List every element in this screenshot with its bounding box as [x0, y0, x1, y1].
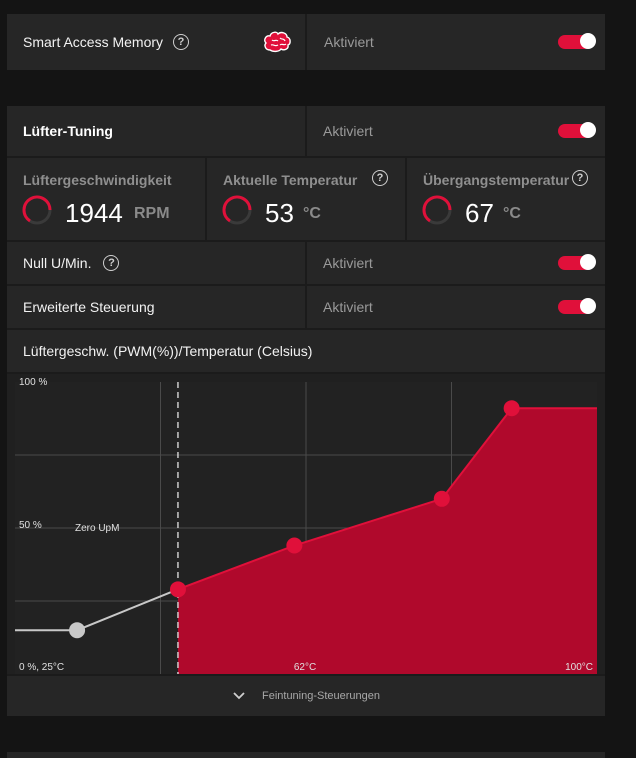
curve-title: Lüftergeschw. (PWM(%))/Temperatur (Celsi… [23, 343, 313, 359]
sam-status-cell: Aktiviert [307, 14, 605, 70]
fine-tuning-cell[interactable]: Feintuning-Steuerungen [7, 676, 605, 716]
fan-speed-value: 1944 [65, 198, 123, 228]
sam-label: Smart Access Memory [23, 34, 164, 50]
fan-title-cell: Lüfter-Tuning [7, 106, 305, 156]
curve-control-point[interactable] [69, 622, 86, 639]
metric-title: Aktuelle Temperatur [223, 172, 358, 188]
fan-metrics-row: Lüftergeschwindigkeit 1944 RPM Aktuelle … [7, 158, 605, 240]
fan-tuning-panel: Lüfter-Tuning Aktiviert Lüftergeschwindi… [7, 106, 605, 716]
toggle-knob [580, 122, 596, 138]
metric-junction-temp: Übergangstemperatur ? 67 °C [407, 158, 605, 240]
toggle-knob [580, 298, 596, 314]
metric-current-temp: Aktuelle Temperatur ? 53 °C [207, 158, 405, 240]
junction-temp-value: 67 [465, 198, 494, 228]
curve-control-point[interactable] [169, 581, 186, 598]
fan-tuning-header: Lüfter-Tuning Aktiviert [7, 106, 605, 156]
origin-label: 0 %, 25°C [19, 662, 64, 673]
metric-title: Übergangstemperatur [423, 172, 570, 188]
fan-tuning-title: Lüfter-Tuning [23, 123, 113, 139]
curve-title-cell: Lüftergeschw. (PWM(%))/Temperatur (Celsi… [7, 330, 605, 372]
fine-tuning-row[interactable]: Feintuning-Steuerungen [7, 676, 605, 716]
fine-tuning-label: Feintuning-Steuerungen [261, 690, 381, 702]
help-circle-icon[interactable]: ? [572, 170, 588, 186]
divider [305, 14, 307, 70]
curve-control-point[interactable] [433, 490, 450, 507]
gauge-icon [22, 195, 52, 225]
current-temp-unit: °C [303, 205, 321, 222]
fan-curve-chart-area: 100 % 50 % 0 %, 25°C 62°C 100°C Zero UpM [7, 374, 605, 674]
x-tick-label: 100°C [565, 662, 593, 673]
divider [305, 286, 307, 328]
divider [305, 106, 307, 156]
help-circle-icon[interactable]: ? [103, 255, 120, 271]
smart-access-memory-panel: Smart Access Memory ? Aktiviert [7, 14, 605, 70]
toggle-knob [580, 254, 596, 270]
zero-rpm-toggle[interactable] [558, 254, 596, 270]
advanced-control-toggle[interactable] [558, 298, 596, 314]
brain-icon [264, 31, 291, 53]
divider [305, 242, 307, 284]
advanced-label-cell: Erweiterte Steuerung [7, 286, 305, 328]
next-panel-edge [7, 752, 605, 758]
junction-temp-unit: °C [503, 205, 521, 222]
gauge-icon [422, 195, 452, 225]
sam-status: Aktiviert [324, 34, 374, 50]
curve-control-point[interactable] [286, 537, 303, 554]
zero-rpm-status: Aktiviert [323, 255, 373, 271]
advanced-control-row: Erweiterte Steuerung Aktiviert [7, 286, 605, 328]
help-circle-icon[interactable]: ? [173, 34, 190, 50]
y-tick-label: 50 % [19, 520, 42, 531]
fan-status-cell: Aktiviert [307, 106, 605, 156]
fan-speed-unit: RPM [134, 205, 170, 222]
y-tick-label: 100 % [19, 377, 47, 388]
zero-rpm-label: Null U/Min. [23, 255, 92, 271]
zero-rpm-annotation: Zero UpM [75, 523, 119, 534]
zero-rpm-status-cell: Aktiviert [307, 242, 605, 284]
advanced-status-cell: Aktiviert [307, 286, 605, 328]
curve-control-point[interactable] [503, 400, 520, 417]
sam-toggle[interactable] [558, 33, 596, 49]
fan-tuning-toggle[interactable] [558, 122, 596, 138]
metric-fan-speed: Lüftergeschwindigkeit 1944 RPM [7, 158, 205, 240]
x-tick-label: 62°C [294, 662, 316, 673]
fan-curve-chart[interactable]: 100 % 50 % 0 %, 25°C 62°C 100°C Zero UpM [7, 374, 605, 674]
help-circle-icon[interactable]: ? [372, 170, 388, 186]
advanced-control-label: Erweiterte Steuerung [23, 299, 155, 315]
chevron-down-icon [233, 692, 245, 700]
curve-area-fill [177, 408, 597, 674]
advanced-control-status: Aktiviert [323, 299, 373, 315]
zero-rpm-row: Null U/Min. ? Aktiviert [7, 242, 605, 284]
metric-title: Lüftergeschwindigkeit [23, 172, 172, 188]
fan-tuning-status: Aktiviert [323, 123, 373, 139]
zero-rpm-label-cell: Null U/Min. ? [7, 242, 305, 284]
gauge-icon [222, 195, 252, 225]
current-temp-value: 53 [265, 198, 294, 228]
toggle-knob [580, 33, 596, 49]
sam-label-cell: Smart Access Memory ? [7, 14, 305, 70]
curve-title-row: Lüftergeschw. (PWM(%))/Temperatur (Celsi… [7, 330, 605, 372]
